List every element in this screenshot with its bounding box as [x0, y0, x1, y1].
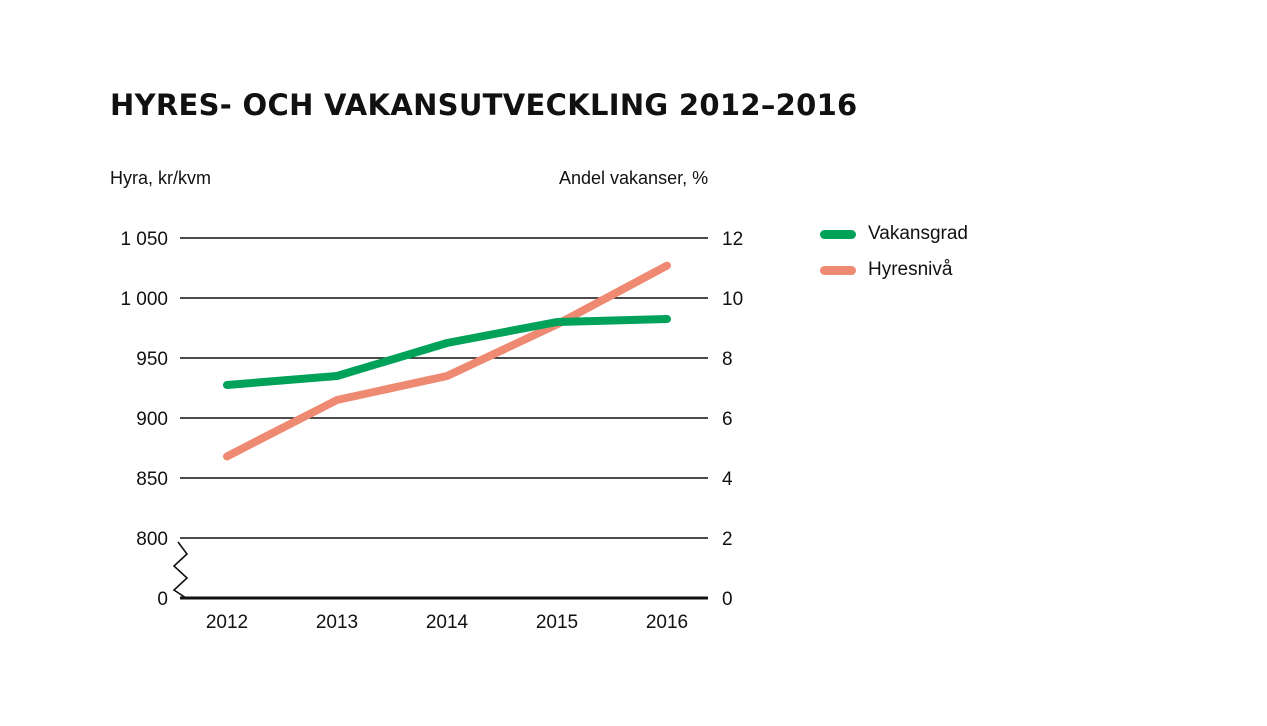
- legend-label: Vakansgrad: [868, 223, 968, 244]
- right-tick-label: 10: [722, 289, 743, 310]
- series-line-vakansgrad: [223, 315, 671, 389]
- series-lines: [223, 261, 671, 461]
- x-tick-label: 2013: [316, 612, 358, 633]
- legend-swatch: [820, 229, 856, 239]
- axis-break-zigzag: [172, 541, 189, 599]
- right-axis-ticks: 0 2 4 6 8 10 12: [722, 229, 743, 610]
- left-tick-label: 1 050: [120, 229, 168, 250]
- chart-title: HYRES- OCH VAKANSUTVECKLING 2012–2016: [110, 88, 858, 122]
- legend-item: Vakansgrad: [820, 216, 968, 252]
- left-tick-label: 850: [136, 469, 168, 490]
- legend: Vakansgrad Hyresnivå: [820, 216, 968, 288]
- right-tick-label: 2: [722, 529, 733, 550]
- legend-swatch: [820, 265, 856, 275]
- x-axis-ticks: 2012 2013 2014 2015 2016: [206, 612, 688, 633]
- left-tick-label: 800: [136, 529, 168, 550]
- right-tick-label: 12: [722, 229, 743, 250]
- x-tick-label: 2015: [536, 612, 578, 633]
- left-tick-label: 0: [157, 589, 168, 610]
- right-axis-title: Andel vakanser, %: [559, 168, 709, 188]
- legend-label: Hyresnivå: [868, 259, 953, 280]
- legend-item: Hyresnivå: [820, 252, 968, 288]
- grid-lines: [180, 237, 708, 600]
- series-line-hyresniv-: [223, 261, 671, 461]
- x-tick-label: 2012: [206, 612, 248, 633]
- left-tick-label: 1 000: [120, 289, 168, 310]
- left-axis-ticks: 0 800 850 900 950 1 000 1 050: [120, 229, 168, 610]
- right-tick-label: 8: [722, 349, 733, 370]
- left-axis-title: Hyra, kr/kvm: [110, 168, 211, 188]
- x-tick-label: 2014: [426, 612, 469, 633]
- x-tick-label: 2016: [646, 612, 688, 633]
- left-tick-label: 950: [136, 349, 168, 370]
- right-tick-label: 6: [722, 409, 733, 430]
- left-tick-label: 900: [136, 409, 168, 430]
- right-tick-label: 0: [722, 589, 733, 610]
- right-tick-label: 4: [722, 469, 733, 490]
